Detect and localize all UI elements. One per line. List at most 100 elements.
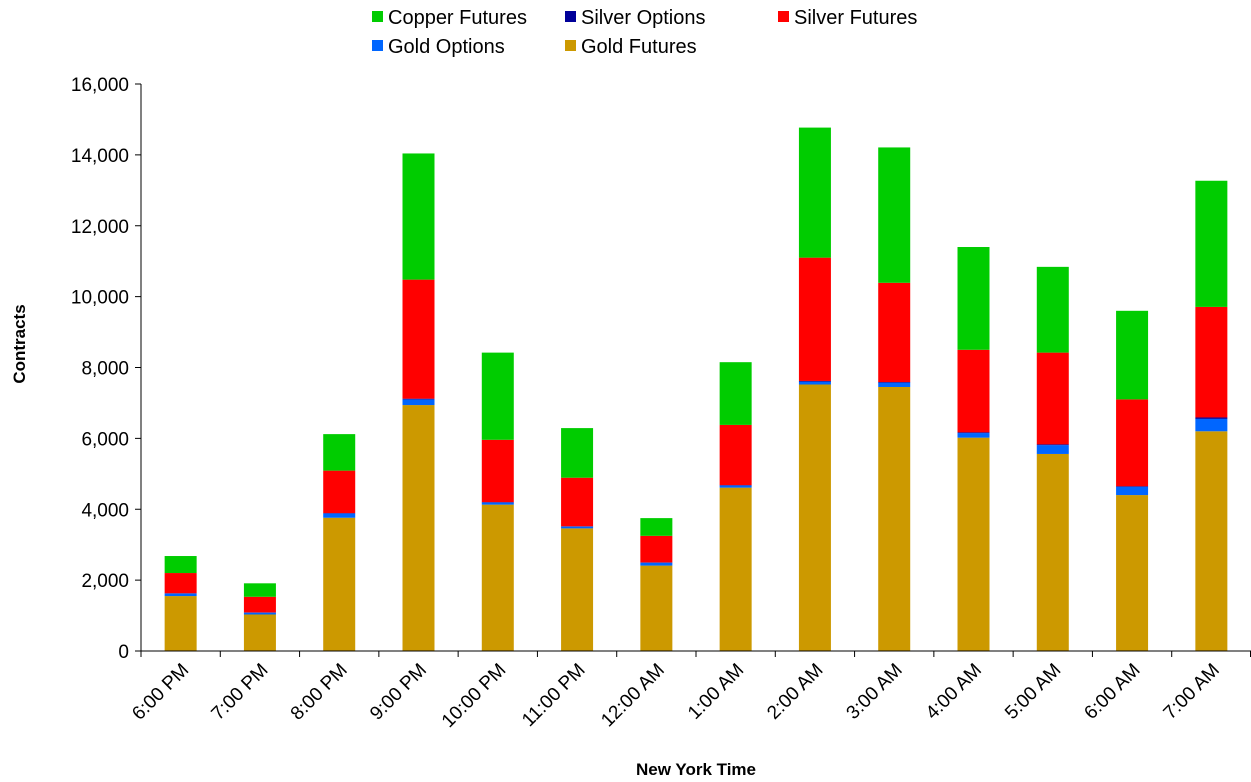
- bar-segment-gold-options: [1116, 486, 1149, 496]
- x-axis-title: New York Time: [636, 760, 756, 779]
- bar-segment-copper-futures: [323, 434, 356, 471]
- bar-segment-copper-futures: [640, 518, 673, 536]
- bar-segment-silver-futures: [323, 470, 356, 514]
- y-tick-label: 2,000: [81, 571, 129, 592]
- y-tick-label: 8,000: [81, 359, 129, 380]
- bar-segment-gold-futures: [243, 614, 276, 651]
- legend-swatch: [778, 11, 789, 22]
- bar-segment-silver-options: [798, 380, 831, 382]
- legend-label: Gold Options: [388, 36, 505, 58]
- bar-segment-silver-options: [1195, 417, 1228, 419]
- bar-segment-gold-options: [798, 381, 831, 385]
- legend-swatch: [372, 11, 383, 22]
- bar-segment-copper-futures: [402, 153, 435, 280]
- bar-segment-copper-futures: [1116, 310, 1149, 400]
- x-tick-label: 10:00 PM: [438, 660, 510, 732]
- x-tick-label: 6:00 PM: [128, 660, 193, 725]
- bar-segment-silver-futures: [957, 349, 990, 433]
- bar-segment-gold-options: [561, 526, 594, 529]
- bar-segment-gold-options: [164, 593, 197, 597]
- y-axis: 0 2,000 4,000 6,000 8,000 10,000 12,000 14,000 1…: [71, 75, 142, 663]
- y-tick-label: 0: [118, 642, 129, 663]
- bar-segment-copper-futures: [957, 247, 990, 350]
- bar-segment-silver-futures: [719, 424, 752, 486]
- bar-segment-gold-futures: [164, 596, 197, 651]
- bar-segment-silver-futures: [164, 573, 197, 594]
- bar-segment-silver-options: [878, 382, 911, 383]
- bar-segment-copper-futures: [719, 362, 752, 425]
- bar-segment-silver-options: [1036, 444, 1069, 446]
- legend-swatch: [565, 11, 576, 22]
- bar-segment-copper-futures: [878, 147, 911, 283]
- bar-segment-gold-futures: [481, 504, 514, 651]
- x-tick-label: 5:00 AM: [1001, 660, 1065, 724]
- bar-segment-gold-options: [323, 513, 356, 518]
- bar-segment-copper-futures: [1036, 266, 1069, 353]
- x-tick-label: 9:00 PM: [366, 660, 431, 725]
- bar-segment-gold-options: [1195, 418, 1228, 432]
- x-tick-label: 3:00 AM: [843, 660, 907, 724]
- bar-segment-silver-futures: [402, 279, 435, 399]
- bar-segment-gold-options: [243, 612, 276, 615]
- x-axis: 6:00 PM 7:00 PM 8:00 PM 9:00 PM 10:00 PM 11:0…: [128, 650, 1251, 732]
- y-tick-label: 10,000: [71, 288, 129, 309]
- bar-segment-silver-options: [1116, 486, 1149, 487]
- x-tick-label: 6:00 AM: [1080, 660, 1144, 724]
- legend-label: Copper Futures: [388, 7, 527, 29]
- bar-segment-gold-futures: [1036, 453, 1069, 651]
- y-tick-label: 12,000: [71, 217, 129, 238]
- bar-segment-copper-futures: [164, 556, 197, 574]
- y-tick-label: 14,000: [71, 146, 129, 167]
- bar-segment-gold-options: [957, 433, 990, 438]
- x-tick-label: 1:00 AM: [684, 660, 748, 724]
- bar-segment-gold-options: [1036, 445, 1069, 454]
- bar-segment-silver-futures: [1116, 399, 1149, 487]
- x-tick-label: 2:00 AM: [763, 660, 827, 724]
- bar-segment-gold-options: [481, 502, 514, 505]
- bar-segment-gold-futures: [1195, 431, 1228, 651]
- bar-segment-copper-futures: [243, 583, 276, 597]
- legend-label: Silver Futures: [794, 7, 917, 29]
- bar-segment-gold-options: [719, 485, 752, 488]
- legend-swatch: [372, 40, 383, 51]
- bar-segment-gold-futures: [957, 437, 990, 651]
- x-tick-label: 4:00 AM: [922, 660, 986, 724]
- bar-segment-gold-futures: [561, 528, 594, 651]
- bar-segment-gold-futures: [719, 487, 752, 651]
- bar-segment-copper-futures: [561, 428, 594, 478]
- x-tick-label: 8:00 PM: [287, 660, 352, 725]
- bar-segment-silver-futures: [481, 439, 514, 503]
- y-tick-label: 4,000: [81, 500, 129, 521]
- bar-segment-copper-futures: [798, 127, 831, 258]
- bar-segment-silver-options: [402, 398, 435, 400]
- x-tick-label: 12:00 AM: [597, 660, 669, 732]
- bar-segment-silver-futures: [640, 535, 673, 563]
- bars: [164, 127, 1228, 651]
- legend-label: Silver Options: [581, 7, 706, 29]
- bar-segment-gold-options: [402, 399, 435, 406]
- bar-segment-silver-futures: [878, 282, 911, 383]
- bar-segment-gold-futures: [640, 565, 673, 651]
- bar-segment-gold-futures: [798, 384, 831, 651]
- bar-segment-silver-futures: [1036, 352, 1069, 445]
- bar-segment-copper-futures: [1195, 180, 1228, 307]
- bar-segment-silver-futures: [243, 596, 276, 613]
- y-axis-title: Contracts: [10, 304, 29, 383]
- bar-segment-gold-options: [640, 562, 673, 566]
- bar-segment-gold-futures: [402, 405, 435, 651]
- bar-segment-copper-futures: [481, 352, 514, 440]
- bar-segment-silver-futures: [561, 477, 594, 527]
- y-tick-label: 16,000: [71, 75, 129, 96]
- bar-segment-gold-futures: [1116, 495, 1149, 651]
- bar-segment-gold-options: [878, 382, 911, 387]
- bar-segment-silver-futures: [1195, 306, 1228, 418]
- x-tick-label: 7:00 AM: [1160, 660, 1224, 724]
- x-tick-label: 11:00 PM: [518, 660, 589, 731]
- bar-segment-gold-futures: [878, 386, 911, 651]
- x-tick-label: 7:00 PM: [208, 660, 273, 725]
- bar-segment-silver-options: [957, 432, 990, 434]
- bar-segment-gold-futures: [323, 517, 356, 651]
- bar-segment-silver-futures: [798, 257, 831, 381]
- legend-swatch: [565, 40, 576, 51]
